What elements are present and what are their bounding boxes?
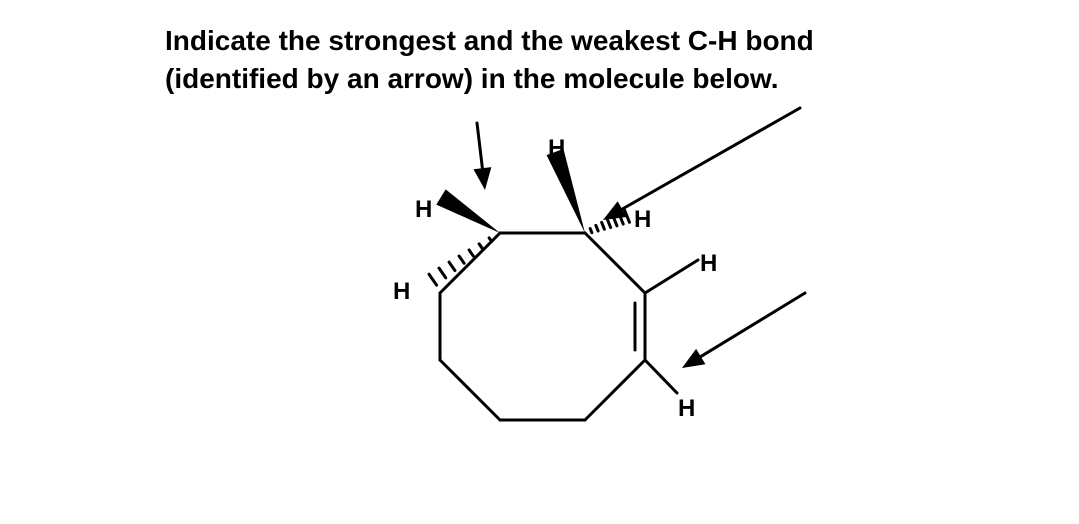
arrow-bottom-head — [682, 349, 705, 368]
atom-label-H_c3: H — [700, 250, 717, 278]
atom-label-H_c4: H — [678, 395, 695, 423]
molecule-diagram — [0, 0, 1079, 524]
arrow-top-left-shaft — [477, 123, 482, 168]
arrow-top-left-head — [473, 167, 491, 190]
atom-label-H_wedge_c1: H — [415, 196, 432, 224]
arrow-bottom-shaft — [701, 293, 805, 357]
atom-label-H_dash_c2: H — [634, 206, 651, 234]
arrow-top-right-shaft — [622, 108, 800, 209]
atom-label-H_dash_c1: H — [393, 278, 410, 306]
arrow-top-right-head — [603, 201, 627, 220]
atom-label-H_top: H — [548, 135, 565, 163]
